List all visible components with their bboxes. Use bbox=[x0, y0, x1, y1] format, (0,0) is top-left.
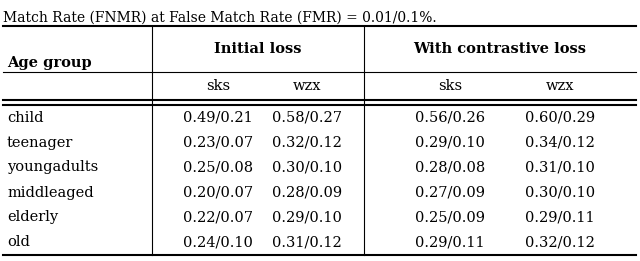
Text: 0.22/0.07: 0.22/0.07 bbox=[183, 211, 253, 224]
Text: Match Rate (FNMR) at False Match Rate (FMR) = 0.01/0.1%.: Match Rate (FNMR) at False Match Rate (F… bbox=[3, 11, 436, 25]
Text: wzx: wzx bbox=[546, 79, 574, 93]
Text: 0.32/0.12: 0.32/0.12 bbox=[272, 135, 342, 150]
Text: 0.49/0.21: 0.49/0.21 bbox=[183, 110, 253, 124]
Text: 0.24/0.10: 0.24/0.10 bbox=[183, 235, 253, 250]
Text: 0.29/0.10: 0.29/0.10 bbox=[415, 135, 485, 150]
Text: teenager: teenager bbox=[7, 135, 74, 150]
Text: 0.32/0.12: 0.32/0.12 bbox=[525, 235, 595, 250]
Text: 0.30/0.10: 0.30/0.10 bbox=[272, 161, 342, 175]
Text: elderly: elderly bbox=[7, 211, 58, 224]
Text: 0.60/0.29: 0.60/0.29 bbox=[525, 110, 595, 124]
Text: 0.27/0.09: 0.27/0.09 bbox=[415, 186, 485, 199]
Text: 0.56/0.26: 0.56/0.26 bbox=[415, 110, 485, 124]
Text: 0.28/0.08: 0.28/0.08 bbox=[415, 161, 485, 175]
Text: 0.25/0.08: 0.25/0.08 bbox=[183, 161, 253, 175]
Text: youngadults: youngadults bbox=[7, 161, 99, 175]
Text: middleaged: middleaged bbox=[7, 186, 93, 199]
Text: old: old bbox=[7, 235, 30, 250]
Text: sks: sks bbox=[438, 79, 462, 93]
Text: 0.29/0.10: 0.29/0.10 bbox=[272, 211, 342, 224]
Text: 0.58/0.27: 0.58/0.27 bbox=[272, 110, 342, 124]
Text: 0.23/0.07: 0.23/0.07 bbox=[183, 135, 253, 150]
Text: 0.20/0.07: 0.20/0.07 bbox=[183, 186, 253, 199]
Text: 0.34/0.12: 0.34/0.12 bbox=[525, 135, 595, 150]
Text: With contrastive loss: With contrastive loss bbox=[413, 42, 586, 56]
Text: child: child bbox=[7, 110, 44, 124]
Text: wzx: wzx bbox=[292, 79, 321, 93]
Text: 0.29/0.11: 0.29/0.11 bbox=[525, 211, 595, 224]
Text: 0.28/0.09: 0.28/0.09 bbox=[272, 186, 342, 199]
Text: Age group: Age group bbox=[7, 56, 92, 70]
Text: 0.25/0.09: 0.25/0.09 bbox=[415, 211, 485, 224]
Text: sks: sks bbox=[206, 79, 230, 93]
Text: 0.31/0.10: 0.31/0.10 bbox=[525, 161, 595, 175]
Text: 0.30/0.10: 0.30/0.10 bbox=[525, 186, 595, 199]
Text: 0.31/0.12: 0.31/0.12 bbox=[272, 235, 342, 250]
Text: Initial loss: Initial loss bbox=[214, 42, 301, 56]
Text: 0.29/0.11: 0.29/0.11 bbox=[415, 235, 485, 250]
